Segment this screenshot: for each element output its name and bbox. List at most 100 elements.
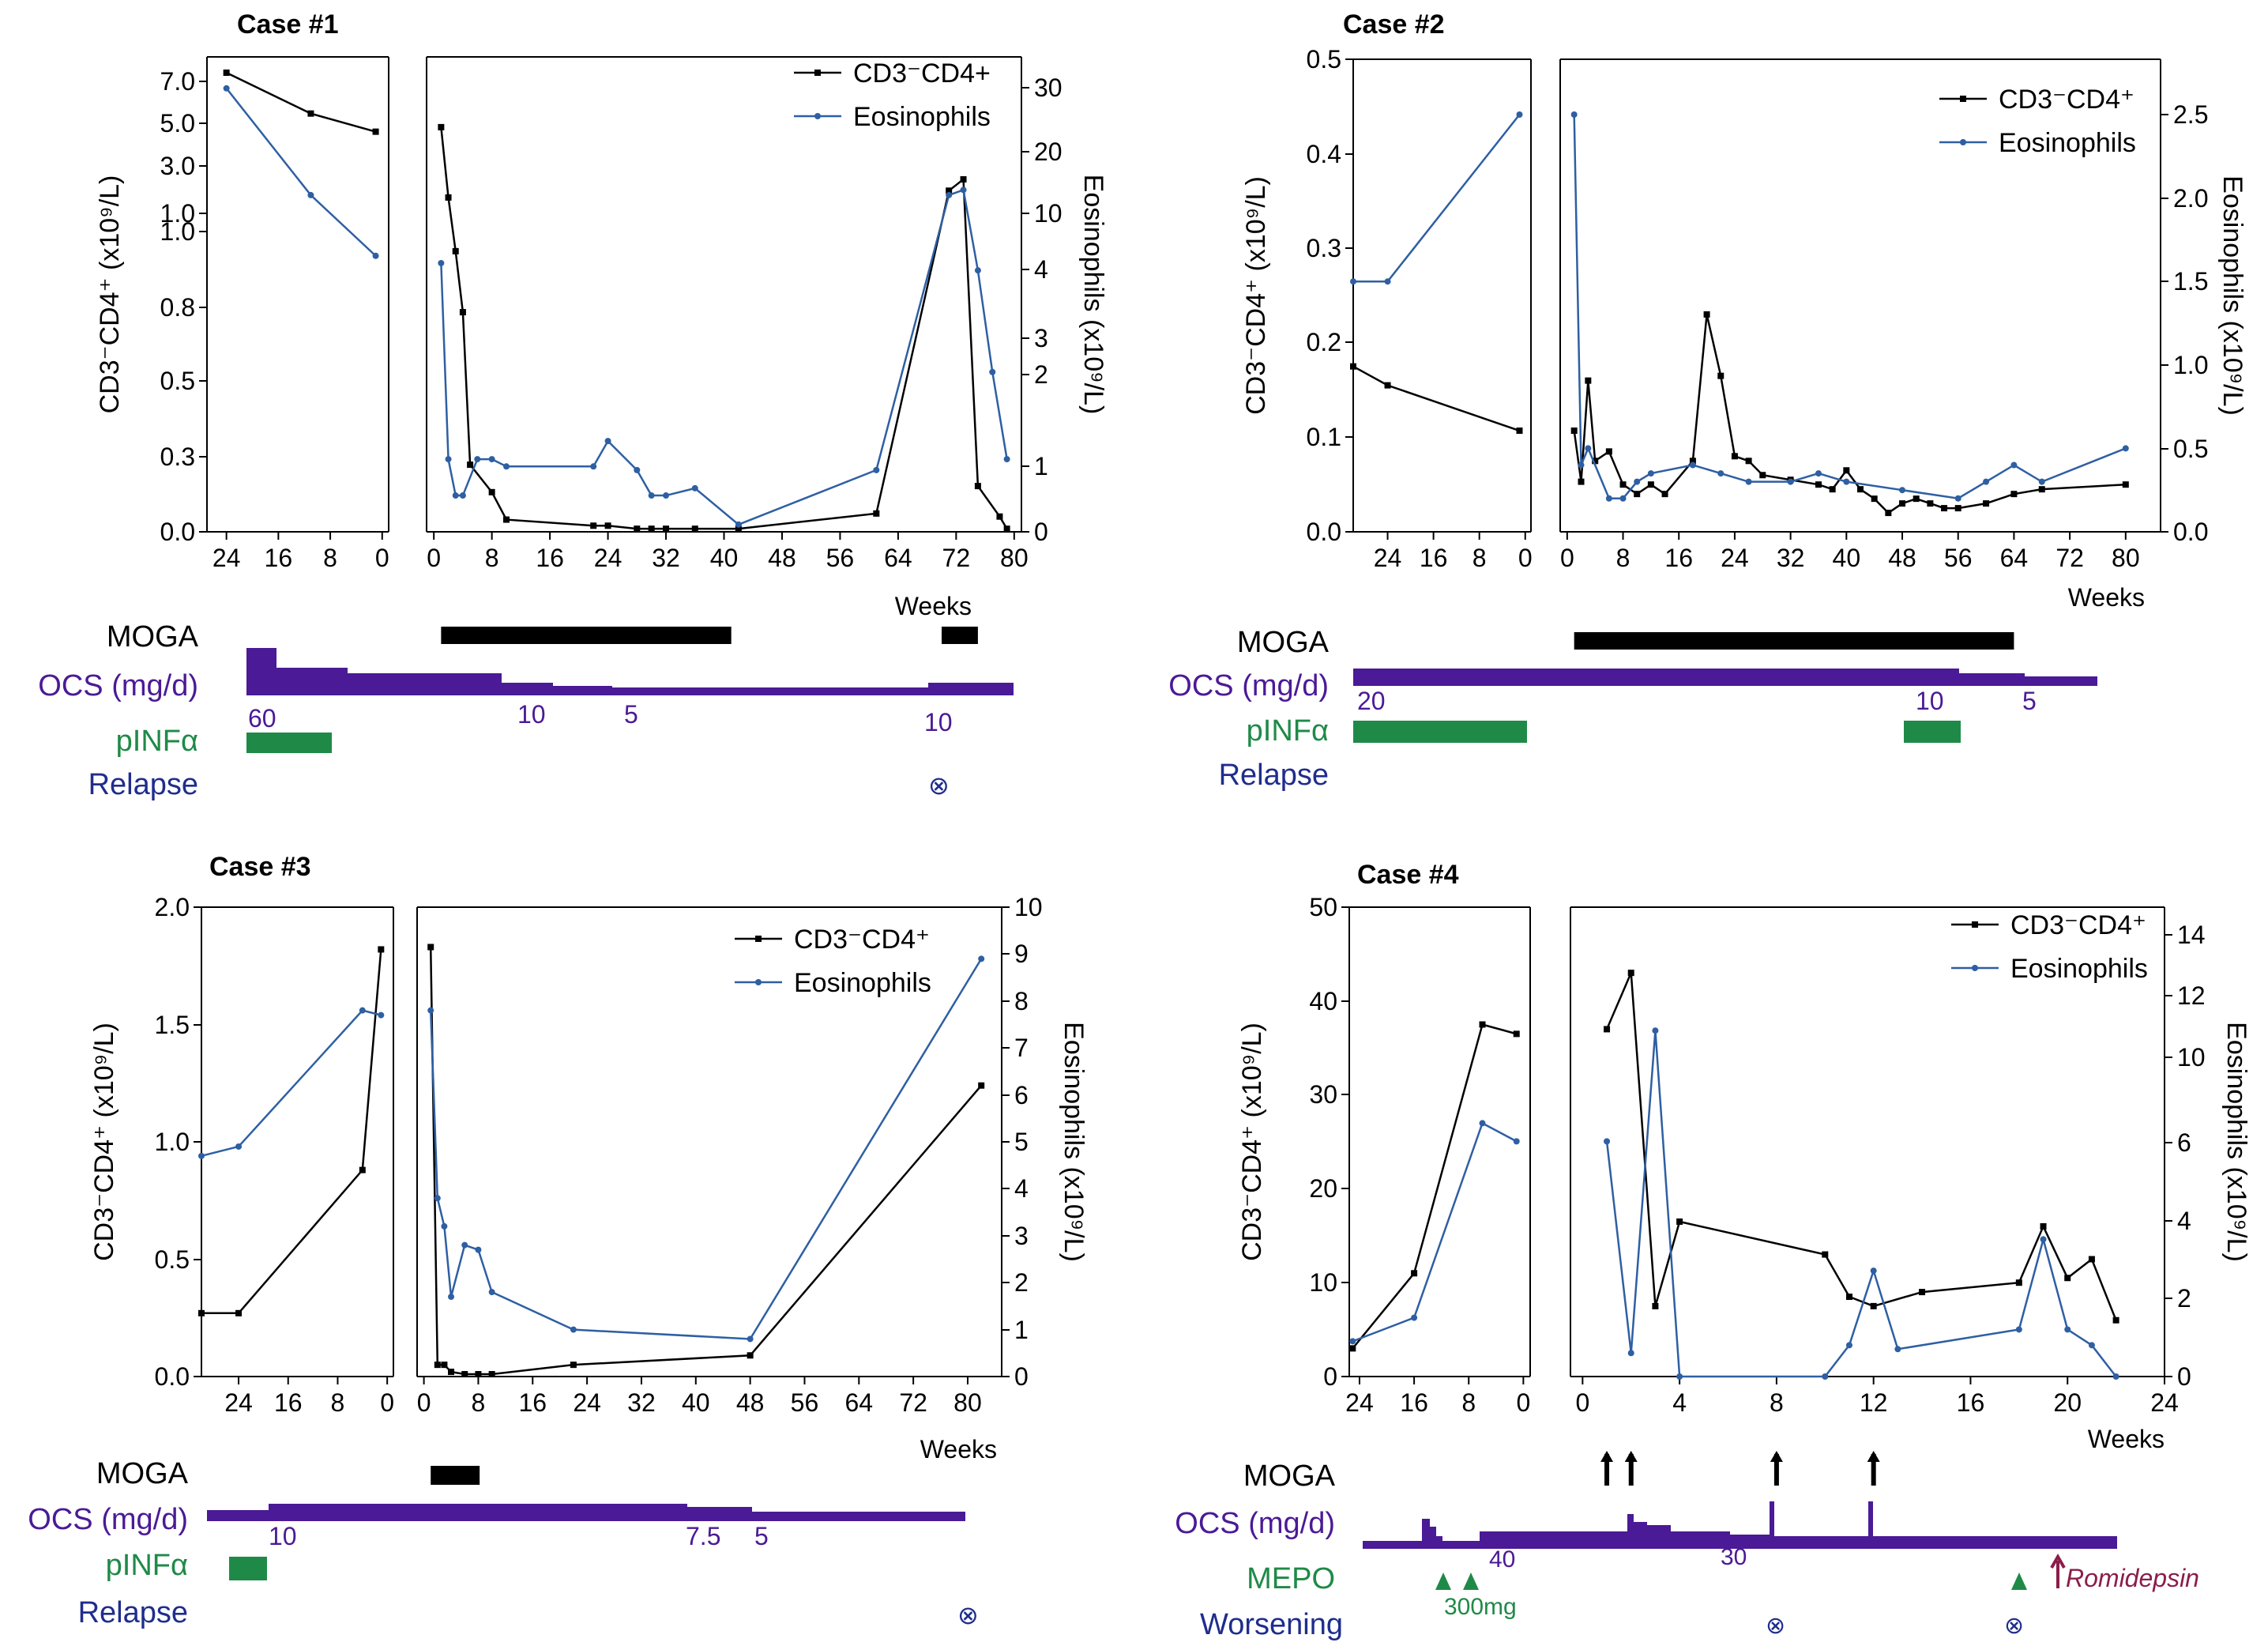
legend-label: CD3⁻CD4⁺ xyxy=(2010,910,2146,940)
post-x-tick-label: 16 xyxy=(1664,544,1693,572)
left-y-tick-label: 2.0 xyxy=(155,893,190,921)
eosinophil-data-point xyxy=(1627,1350,1634,1357)
post-x-tick-label: 72 xyxy=(2055,544,2084,572)
left-y-tick-label: 0.5 xyxy=(160,367,195,395)
pinf-bar xyxy=(229,1557,267,1580)
left-y-tick-label: 3.0 xyxy=(160,152,195,180)
ocs-dose-bar xyxy=(553,686,612,695)
left-y-tick-label: 50 xyxy=(1309,893,1337,921)
left-y-tick-label: 40 xyxy=(1309,987,1337,1015)
cd4-data-point xyxy=(1717,372,1725,379)
post-x-tick-label: 40 xyxy=(682,1388,710,1417)
eosinophil-data-point xyxy=(488,456,495,463)
eosinophil-data-point xyxy=(427,1007,434,1014)
eosinophil-data-point xyxy=(1570,111,1578,118)
ocs-dose-bar xyxy=(276,668,348,695)
cd4-data-point xyxy=(1411,1270,1418,1277)
ocs-dose-bar xyxy=(1770,1536,2117,1549)
cd4-data-point xyxy=(475,1371,482,1378)
pre-x-tick-label: 16 xyxy=(1420,544,1448,572)
right-y-tick-label: 0 xyxy=(2177,1362,2191,1391)
ocs-dose-bar xyxy=(1353,669,1959,686)
moga-arrowhead xyxy=(1600,1451,1614,1462)
cd4-data-point xyxy=(445,194,452,201)
cd4-data-point xyxy=(1983,500,1990,507)
post-x-tick-label: 24 xyxy=(573,1388,601,1417)
post-x-tick-label: 24 xyxy=(2150,1388,2179,1417)
ocs-dose-value: 5 xyxy=(624,700,638,729)
cd4-data-point xyxy=(978,1082,985,1089)
right-y-tick-label: 2 xyxy=(2177,1284,2191,1313)
ocs-dose-value: 60 xyxy=(248,704,276,733)
post-x-tick-label: 32 xyxy=(652,544,680,572)
eosinophil-data-point xyxy=(1578,461,1585,469)
right-y-tick-label: 4 xyxy=(1034,255,1048,284)
pre-x-tick-label: 0 xyxy=(1518,544,1533,572)
post-x-tick-label: 80 xyxy=(2112,544,2140,572)
ocs-dose-value: 30 xyxy=(1721,1544,1747,1570)
eosinophil-data-point xyxy=(235,1143,243,1150)
cd4-data-point xyxy=(1513,1030,1520,1038)
post-x-tick-label: 0 xyxy=(417,1388,431,1417)
ocs-dose-value: 10 xyxy=(517,700,546,729)
cd4-data-point xyxy=(1578,478,1585,485)
eosinophil-data-point xyxy=(1676,1373,1683,1380)
moga-arrowhead xyxy=(1867,1451,1880,1462)
post-x-tick-label: 0 xyxy=(1575,1388,1589,1417)
eosinophil-data-point xyxy=(2064,1326,2071,1333)
legend-marker xyxy=(1960,96,1966,102)
cd4-data-point xyxy=(1384,382,1391,389)
cd4-data-point xyxy=(1843,467,1850,474)
legend-marker xyxy=(814,113,821,119)
eosinophil-data-point xyxy=(1822,1373,1829,1380)
mepo-triangle xyxy=(1435,1573,1451,1590)
eosinophil-series-line xyxy=(1352,1121,1518,1343)
right-y-tick-label: 4 xyxy=(1014,1174,1029,1203)
eosinophil-data-point xyxy=(570,1326,577,1333)
romidepsin-arrowhead xyxy=(2050,1553,2066,1569)
cd4-data-point xyxy=(1871,495,1878,503)
left-y-axis-title: CD3⁻CD4⁺ (x10⁹/L) xyxy=(95,175,125,414)
cd4-data-point xyxy=(1927,500,1934,507)
right-y-tick-label: 1.5 xyxy=(2173,267,2208,296)
eosinophil-data-point xyxy=(441,1222,448,1230)
track-label-moga: MOGA xyxy=(107,620,199,654)
right-y-tick-label: 9 xyxy=(1014,940,1029,968)
pinf-bar xyxy=(1904,721,1961,743)
post-x-tick-label: 32 xyxy=(1777,544,1805,572)
post-x-tick-label: 0 xyxy=(427,544,441,572)
left-y-tick-label: 0.2 xyxy=(1307,328,1341,356)
post-x-tick-label: 4 xyxy=(1672,1388,1687,1417)
eosinophil-data-point xyxy=(2038,478,2045,485)
cd4-data-point xyxy=(1003,525,1010,533)
eosinophil-data-point xyxy=(1787,478,1794,485)
legend-marker xyxy=(1972,921,1978,928)
eosinophil-data-point xyxy=(1870,1267,1877,1275)
cd4-data-point xyxy=(1703,311,1710,318)
eosinophil-data-point xyxy=(488,1289,495,1296)
eosinophil-data-point xyxy=(1647,470,1654,477)
cd4-data-point xyxy=(946,187,953,194)
cd4-data-point xyxy=(1604,1026,1611,1033)
cd4-data-point xyxy=(2088,1256,2095,1263)
right-y-tick-label: 1.0 xyxy=(2173,351,2208,379)
cd4-data-point xyxy=(570,1362,577,1369)
right-y-tick-label: 14 xyxy=(2177,921,2206,949)
left-y-tick-label: 0 xyxy=(1323,1362,1337,1391)
right-y-tick-label: 8 xyxy=(1014,987,1029,1015)
mepo-dose-label: 300mg xyxy=(1444,1594,1517,1620)
eosinophil-data-point xyxy=(1689,461,1696,469)
eosinophil-data-point xyxy=(474,456,481,463)
ocs-dose-spike xyxy=(1770,1501,1774,1549)
left-y-tick-label: 0.8 xyxy=(160,293,195,322)
cd4-data-point xyxy=(1516,428,1523,435)
moga-bar xyxy=(1574,632,2014,650)
cd4-data-point xyxy=(452,247,459,254)
post-x-tick-label: 16 xyxy=(518,1388,547,1417)
left-y-tick-label: 30 xyxy=(1309,1080,1337,1109)
right-y-tick-label: 10 xyxy=(2177,1043,2206,1072)
cd4-series-line xyxy=(1352,1023,1518,1350)
ocs-dose-bar xyxy=(1436,1536,1442,1549)
